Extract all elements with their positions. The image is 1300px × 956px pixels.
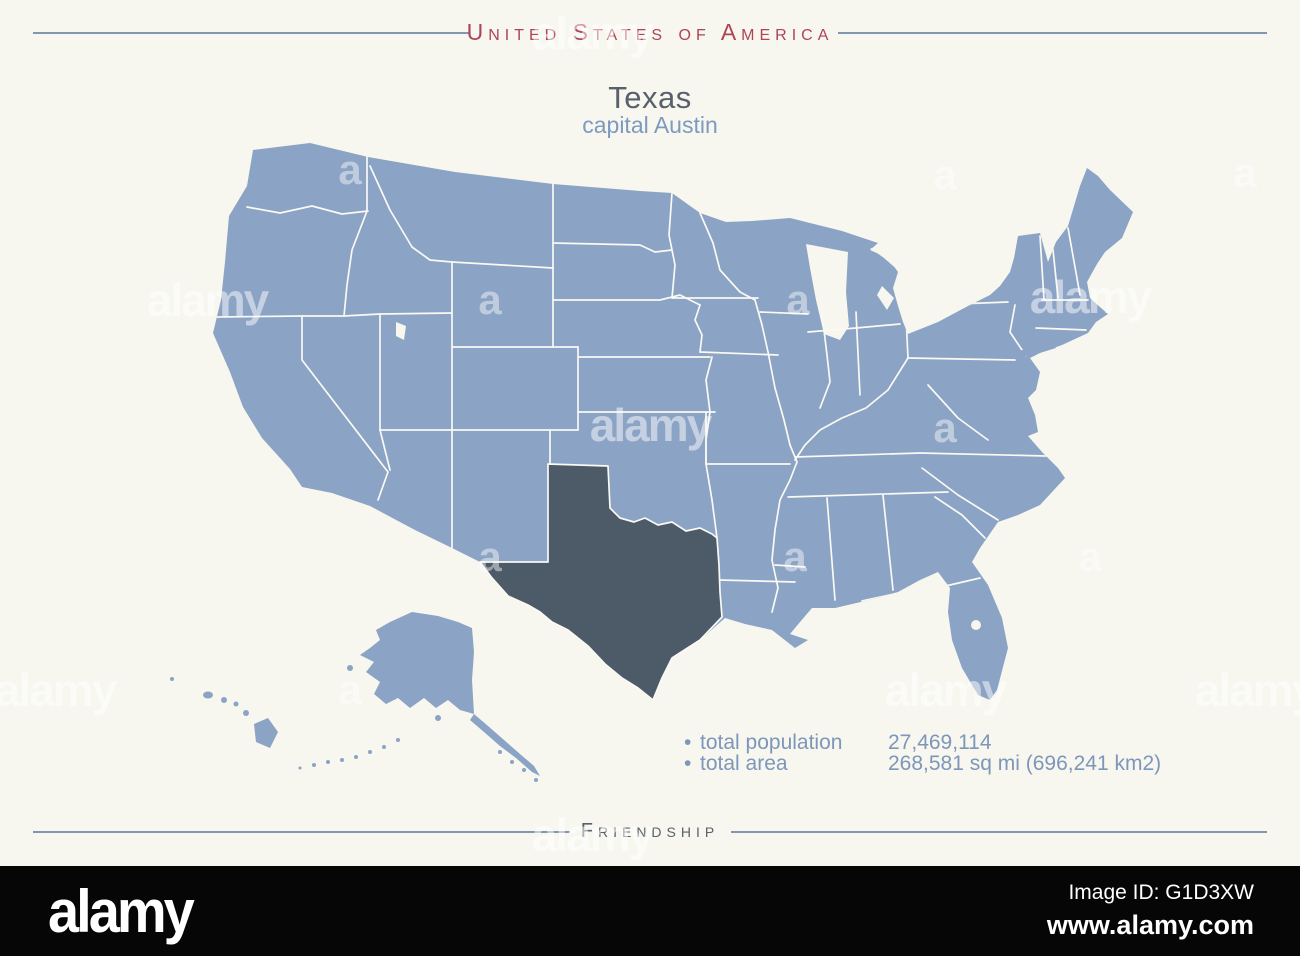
lake-okeechobee [971,620,981,630]
credit-bar: alamy Image ID: G1D3XW www.alamy.com [0,866,1300,956]
state-borders [216,156,1089,613]
state-capital-subtitle: capital Austin [582,112,718,138]
credit-info: Image ID: G1D3XW www.alamy.com [1047,881,1254,941]
stat-label: total population [700,731,843,754]
top-rule-right [838,32,1267,34]
alamy-logo: alamy [48,876,195,946]
bottom-rule-left [33,831,570,833]
alaska [298,612,540,782]
motto-text: Friendship [580,820,720,842]
bullet-icon: • [684,752,692,775]
hawaii [170,677,278,748]
saginaw-bay [877,286,894,310]
long-island [1002,344,1056,359]
lake-michigan [806,244,849,340]
stat-row-area: • total area 268,581 sq mi (696,241 km2) [684,753,1161,774]
bottom-rule-right [731,831,1267,833]
state-name-heading: Texas [608,80,692,115]
top-rule-left [33,32,470,34]
stat-value: 268,581 sq mi (696,241 km2) [888,752,1162,775]
stat-row-population: • total population 27,469,114 [684,732,1161,753]
image-id-text: Image ID: G1D3XW [1068,881,1254,904]
lake-huron [870,248,930,294]
country-title: United States of America [466,19,834,45]
aleutian-islands [298,738,400,770]
contiguous-us-landmass [213,143,1133,700]
great-salt-lake [396,322,406,340]
hawaii-big-island [254,718,278,748]
bullet-icon: • [684,731,692,754]
stat-label: total area [700,752,788,775]
great-lakes [396,244,981,630]
state-stats: • total population 27,469,114 • total ar… [684,732,1161,774]
state-texas [479,463,723,701]
stat-value: 27,469,114 [888,731,992,754]
alamy-url-text: www.alamy.com [1046,910,1254,940]
alaska-mainland [360,612,474,714]
alaska-panhandle [470,714,540,776]
